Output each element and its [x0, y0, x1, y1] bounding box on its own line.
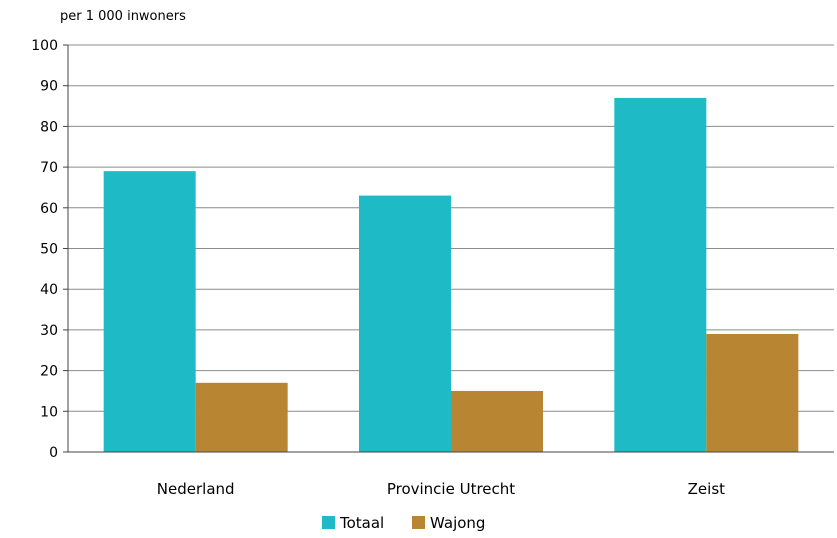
y-tick-label: 40 [40, 282, 58, 298]
x-category-label: Nederland [157, 480, 235, 498]
y-tick-label: 60 [40, 201, 58, 217]
x-category-label: Provincie Utrecht [387, 480, 515, 498]
legend-swatch-wajong [412, 516, 425, 529]
bar-totaal-2 [614, 97, 707, 452]
y-tick-label: 10 [40, 404, 58, 420]
y-tick-label: 100 [31, 38, 58, 54]
legend: Totaal Wajong [322, 514, 485, 532]
y-tick-label: 70 [40, 160, 58, 176]
bar-wajong-2 [706, 333, 799, 452]
y-tick-label: 0 [49, 445, 58, 461]
y-axis-ticks: 0 10 20 30 40 50 60 70 80 90 100 [31, 38, 834, 461]
y-tick-label: 80 [40, 119, 58, 135]
y-unit-label: per 1 000 inwoners [60, 9, 186, 24]
legend-label-totaal: Totaal [339, 514, 384, 532]
legend-label-wajong: Wajong [430, 514, 485, 532]
y-tick-label: 90 [40, 79, 58, 95]
x-category-label: Zeist [688, 480, 725, 498]
bar-totaal-1 [359, 195, 451, 452]
bar-wajong-0 [195, 382, 288, 452]
bar-totaal-0 [103, 171, 196, 453]
bars [103, 97, 799, 453]
y-tick-label: 30 [40, 323, 58, 339]
legend-swatch-totaal [322, 516, 335, 529]
y-tick-label: 20 [40, 364, 58, 380]
bar-wajong-1 [451, 390, 543, 452]
x-axis-categories: Nederland Provincie Utrecht Zeist [157, 480, 725, 498]
y-tick-label: 50 [40, 242, 58, 258]
